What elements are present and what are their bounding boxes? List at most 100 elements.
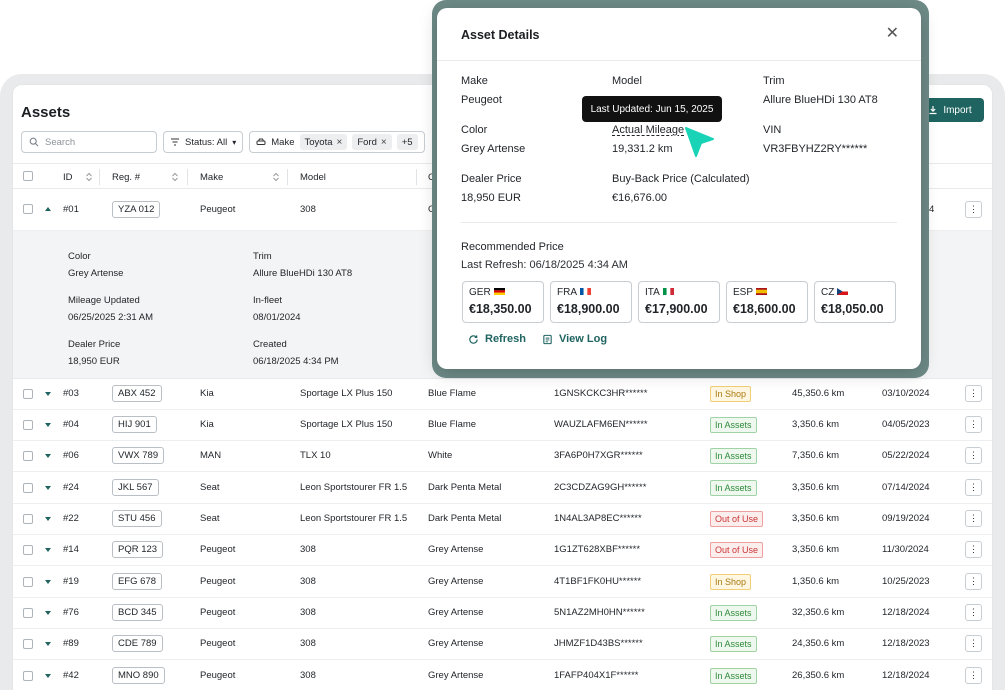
- actual-mileage-link[interactable]: Actual Mileage: [612, 124, 685, 136]
- make-chip-toyota[interactable]: Toyota ×: [299, 134, 348, 150]
- table-row[interactable]: #42 MNO 890 Peugeot 308 Grey Artense 1FAFP404…: [13, 661, 992, 690]
- collapse-icon[interactable]: [45, 207, 51, 211]
- table-row[interactable]: #22 STU 456 Seat Leon Sportstourer FR 1.5 Da…: [13, 504, 992, 535]
- row-menu-button[interactable]: ⋮: [965, 667, 982, 684]
- row-menu-button[interactable]: ⋮: [965, 201, 982, 218]
- row-checkbox[interactable]: [23, 451, 33, 461]
- sort-icon[interactable]: [171, 172, 179, 182]
- cell-model: 308: [300, 544, 316, 555]
- detail-label: In-fleet: [253, 295, 283, 306]
- sort-icon[interactable]: [85, 172, 93, 182]
- close-icon[interactable]: ✕: [885, 25, 899, 42]
- table-row[interactable]: #14 PQR 123 Peugeot 308 Grey Artense 1G1ZT628…: [13, 535, 992, 566]
- country-label: ITA: [645, 287, 660, 298]
- expand-icon[interactable]: [45, 548, 51, 552]
- cell-vin: 1GNSKCKC3HR******: [554, 388, 648, 399]
- expand-icon[interactable]: [45, 486, 51, 490]
- cell-make: Kia: [200, 388, 214, 399]
- flag-icon: [662, 287, 674, 298]
- make-chip-ford[interactable]: Ford ×: [352, 134, 392, 150]
- field-label: Model: [612, 75, 642, 87]
- cell-model: 308: [300, 607, 316, 618]
- cell-color: Blue Flame: [428, 388, 477, 399]
- row-checkbox[interactable]: [23, 639, 33, 649]
- detail-value: 06/25/2025 2:31 AM: [68, 312, 154, 323]
- detail-label: Trim: [253, 251, 272, 262]
- detail-value: Allure BlueHDi 130 AT8: [253, 268, 353, 279]
- row-menu-button[interactable]: ⋮: [965, 479, 982, 496]
- table-row[interactable]: #19 EFG 678 Peugeot 308 Grey Artense 4T1BF1FK…: [13, 567, 992, 598]
- row-checkbox[interactable]: [23, 514, 33, 524]
- expand-icon[interactable]: [45, 517, 51, 521]
- row-menu-button[interactable]: ⋮: [965, 635, 982, 652]
- row-checkbox[interactable]: [23, 608, 33, 618]
- table-row[interactable]: #76 BCD 345 Peugeot 308 Grey Artense 5N1AZ2MH…: [13, 598, 992, 629]
- column-color[interactable]: C: [428, 172, 435, 183]
- cell-model: Sportage LX Plus 150: [300, 419, 393, 430]
- row-menu-button[interactable]: ⋮: [965, 510, 982, 527]
- select-all-checkbox[interactable]: [23, 171, 33, 181]
- make-filter[interactable]: Make Toyota × Ford × +5: [249, 131, 425, 153]
- divider: [437, 60, 921, 61]
- cell-date: 11/30/2024: [882, 544, 929, 555]
- expand-icon[interactable]: [45, 392, 51, 396]
- expand-icon[interactable]: [45, 611, 51, 615]
- refresh-button[interactable]: Refresh: [468, 333, 526, 345]
- close-icon[interactable]: ×: [336, 136, 343, 148]
- table-row[interactable]: #06 VWX 789 MAN TLX 10 White 3FA6P0H7XGR*****…: [13, 441, 992, 472]
- column-reg[interactable]: Reg. #: [112, 172, 140, 183]
- price-card-esp: ESP €18,600.00: [726, 281, 808, 323]
- detail-value: Grey Artense: [68, 268, 124, 279]
- cell-reg: YZA 012: [112, 201, 161, 218]
- cell-mileage: 24,350.6 km: [792, 638, 845, 649]
- table-row[interactable]: #03 ABX 452 Kia Sportage LX Plus 150 Blue Fl…: [13, 379, 992, 410]
- close-icon[interactable]: ×: [380, 136, 387, 148]
- expand-icon[interactable]: [45, 580, 51, 584]
- sort-icon[interactable]: [272, 172, 280, 182]
- row-menu-button[interactable]: ⋮: [965, 416, 982, 433]
- refresh-label: Refresh: [485, 333, 526, 345]
- status-filter[interactable]: Status: All ▾: [163, 131, 244, 153]
- search-input[interactable]: Search: [21, 131, 157, 153]
- view-log-label: View Log: [558, 333, 608, 345]
- view-log-button[interactable]: View Log: [542, 333, 607, 345]
- row-menu-button[interactable]: ⋮: [965, 573, 982, 590]
- status-badge: In Shop: [710, 574, 752, 590]
- cell-model: 308: [300, 670, 316, 681]
- row-checkbox[interactable]: [23, 389, 33, 399]
- row-checkbox[interactable]: [23, 671, 33, 681]
- expand-icon[interactable]: [45, 454, 51, 458]
- chevron-down-icon: ▾: [232, 137, 237, 147]
- expand-icon[interactable]: [45, 642, 51, 646]
- column-make[interactable]: Make: [200, 172, 223, 183]
- country-label: CZ: [821, 287, 835, 298]
- expand-icon[interactable]: [45, 674, 51, 678]
- cell-id: #42: [63, 670, 79, 681]
- row-checkbox[interactable]: [23, 577, 33, 587]
- cell-vin: 4T1BF1FK0HU******: [554, 576, 642, 587]
- search-icon: [29, 137, 39, 147]
- field-value: Peugeot: [461, 94, 502, 106]
- column-id[interactable]: ID: [63, 172, 73, 183]
- row-menu-button[interactable]: ⋮: [965, 604, 982, 621]
- row-menu-button[interactable]: ⋮: [965, 385, 982, 402]
- more-vertical-icon: ⋮: [969, 482, 978, 492]
- cell-make: Peugeot: [200, 638, 236, 649]
- cell-id: #01: [63, 204, 79, 215]
- row-checkbox[interactable]: [23, 420, 33, 430]
- field-color: Color Grey Artense: [461, 124, 525, 155]
- row-checkbox[interactable]: [23, 545, 33, 555]
- more-chips-count[interactable]: +5: [396, 134, 418, 150]
- table-row[interactable]: #89 CDE 789 Peugeot 308 Grey Artense JHMZF1D4…: [13, 629, 992, 660]
- row-checkbox[interactable]: [23, 483, 33, 493]
- cell-model: 308: [300, 638, 316, 649]
- table-row[interactable]: #24 JKL 567 Seat Leon Sportstourer FR 1.5 Da…: [13, 473, 992, 504]
- row-menu-button[interactable]: ⋮: [965, 541, 982, 558]
- column-model[interactable]: Model: [300, 172, 326, 183]
- row-checkbox[interactable]: [23, 204, 33, 214]
- cell-reg: HIJ 901: [112, 416, 157, 433]
- status-badge: In Assets: [710, 636, 757, 652]
- expand-icon[interactable]: [45, 423, 51, 427]
- row-menu-button[interactable]: ⋮: [965, 447, 982, 464]
- table-row[interactable]: #04 HIJ 901 Kia Sportage LX Plus 150 Blue Fl…: [13, 410, 992, 441]
